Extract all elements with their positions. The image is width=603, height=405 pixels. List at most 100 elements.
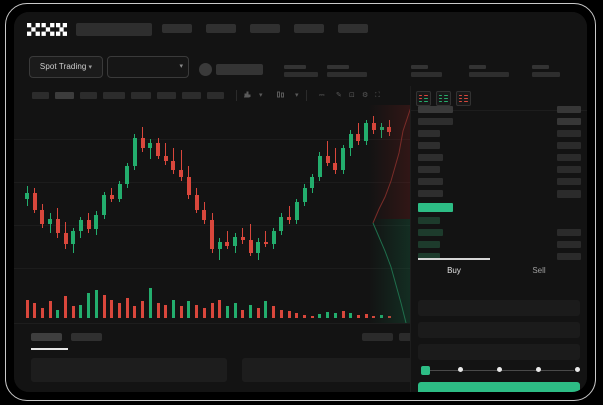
orderbook-ask-row-price[interactable] [418,190,443,197]
nav-item-5[interactable] [338,24,368,33]
slider-stop-25[interactable] [457,367,463,372]
orderbook-view-bids-icon[interactable] [436,91,451,106]
orderbook-bid-row-price[interactable] [418,217,440,224]
orderbook-ask-row-amount[interactable] [557,154,581,161]
volume-bar [364,313,368,318]
orderbook-last-price-row[interactable] [418,203,453,212]
drawing-tool-icon[interactable]: ✎ [336,92,342,99]
fullscreen-icon[interactable]: ⛶ [375,92,380,99]
market-depth-overlay [369,105,411,324]
bottom-action-1[interactable] [362,333,393,341]
price-chart[interactable] [14,105,411,324]
order-amount-field[interactable] [418,322,580,338]
trading-pair-select[interactable]: ▾ [107,56,189,78]
orderbook-bid-row-amount[interactable] [557,253,581,260]
search-input[interactable] [76,23,152,36]
orderbook-view-asks-icon[interactable] [456,91,471,106]
place-buy-order-button[interactable] [418,382,580,392]
candle-body [186,177,191,196]
bottom-tab-open-orders[interactable] [31,333,62,341]
orderbook-bid-row-price[interactable] [418,253,440,260]
order-price-field[interactable] [418,300,580,316]
timeframe-1[interactable] [32,92,49,99]
nav-item-3[interactable] [250,24,280,33]
orderbook-ask-row-price[interactable] [418,118,453,125]
orderbook-bid-row-amount[interactable] [557,241,581,248]
slider-handle[interactable] [421,366,430,375]
timeframe-5[interactable] [131,92,151,99]
candle [156,113,161,263]
candle [364,113,369,263]
chart-gridline [14,139,411,140]
order-total-field[interactable] [418,344,580,360]
candle [256,113,261,263]
market-type-dropdown[interactable]: Spot Trading ▾ [29,56,103,78]
orderbook-ask-row-price[interactable] [418,142,440,149]
orderbook-ask-row-amount[interactable] [557,130,581,137]
stat-label [284,65,306,69]
slider-stop-75[interactable] [535,367,541,372]
volume-bar [48,301,52,318]
volume-bar [256,308,260,318]
volume-bar [333,313,337,318]
chart-style-label[interactable] [276,91,285,99]
timeframe-7[interactable] [182,92,201,99]
candle [194,113,199,263]
candle [279,113,284,263]
orders-panel [14,323,430,392]
orderbook-bid-row-price[interactable] [418,241,440,248]
orderbook-ask-row-amount[interactable] [557,178,581,185]
candle [225,113,230,263]
timeframe-6[interactable] [157,92,176,99]
orderbook-bid-row-amount[interactable] [557,229,581,236]
chart-type-icon[interactable]: ⎓ [319,92,325,99]
slider-stop-100[interactable] [574,367,580,372]
candle [217,113,222,263]
device-frame: Spot Trading ▾ ▾ ▾ ▾ ⎓ ✎ ⊡ ⚙ ⛶ [5,3,596,401]
chart-interval-label[interactable] [243,91,252,99]
chevron-down-icon[interactable]: ▾ [259,92,263,99]
bottom-tab-order-history[interactable] [71,333,102,341]
snapshot-icon[interactable]: ⊡ [349,92,355,99]
order-amount-slider[interactable] [421,366,580,375]
volume-bar [218,299,222,318]
volume-bar [71,306,75,318]
orderbook-ask-row-price[interactable] [418,130,440,137]
orderbook-ask-row-price[interactable] [418,154,443,161]
orderbook-ask-row-price[interactable] [418,178,443,185]
tab-sell[interactable]: Sell [532,266,546,275]
volume-bar [303,314,306,318]
nav-item-4[interactable] [294,24,324,33]
slider-stop-50[interactable] [496,367,502,372]
active-tab-underline [31,348,68,350]
settings-icon[interactable]: ⚙ [362,92,369,99]
candle [294,113,299,263]
tab-buy[interactable]: Buy [447,266,461,275]
candle [341,113,346,263]
volume-bar [141,301,145,318]
candle [210,113,214,263]
chevron-down-icon[interactable]: ▾ [295,92,299,99]
orderbook-ask-row-amount[interactable] [557,118,581,125]
orderbook-view-both-icon[interactable] [416,91,431,106]
candle-body [325,155,330,163]
timeframe-2[interactable] [55,92,74,99]
orderbook-column-headers [418,106,453,113]
orderbook-ask-row-amount[interactable] [557,142,581,149]
nav-item-2[interactable] [206,24,236,33]
depth-curve [372,106,411,324]
candle [78,113,83,263]
stat-label [532,65,549,69]
okx-logo[interactable] [27,23,67,36]
nav-item-1[interactable] [162,24,192,33]
orderbook-bid-row-price[interactable] [418,229,443,236]
volume-bar [241,309,245,318]
volume-bar [279,309,283,318]
timeframe-3[interactable] [80,92,97,99]
timeframe-8[interactable] [207,92,224,99]
orderbook-ask-row-amount[interactable] [557,166,581,173]
timeframe-4[interactable] [103,92,125,99]
orderbook-ask-row-price[interactable] [418,166,440,173]
stat-label [327,65,349,69]
candle-wick [334,148,336,174]
